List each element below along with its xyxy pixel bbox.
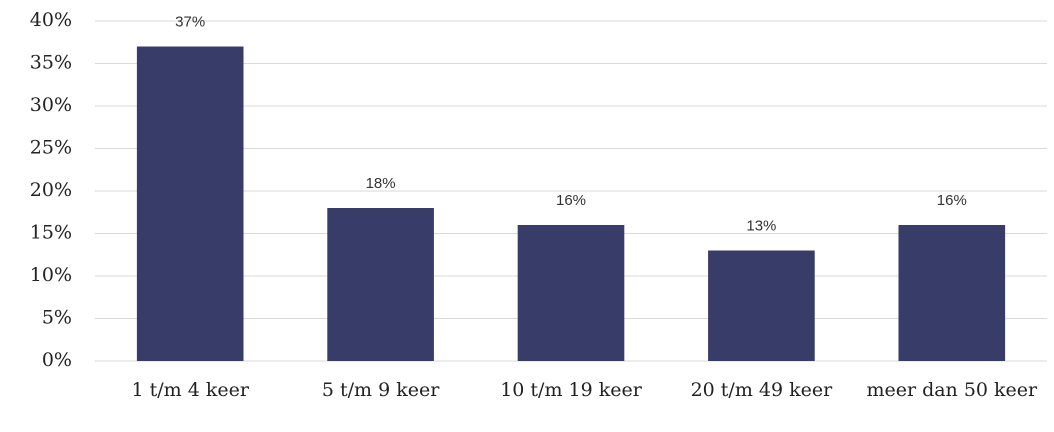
value-label: 37% <box>175 13 205 30</box>
bar <box>327 208 434 361</box>
bar <box>136 46 244 361</box>
x-tick-label: meer dan 50 keer <box>866 379 1038 401</box>
y-tick-label: 25% <box>30 137 72 159</box>
value-label: 16% <box>556 192 586 209</box>
x-tick-label: 20 t/m 49 keer <box>690 379 833 401</box>
y-tick-label: 10% <box>30 264 72 286</box>
bar <box>898 225 1006 361</box>
y-tick-label: 15% <box>30 222 72 244</box>
x-tick-label: 10 t/m 19 keer <box>500 379 642 401</box>
x-tick-label: 5 t/m 9 keer <box>321 379 440 401</box>
value-label: 18% <box>366 175 396 192</box>
x-tick-label: 1 t/m 4 keer <box>131 379 249 401</box>
y-tick-label: 20% <box>30 179 72 201</box>
y-tick-label: 30% <box>30 94 72 116</box>
y-tick-label: 40% <box>30 9 72 31</box>
y-tick-label: 0% <box>42 349 72 371</box>
bar <box>517 225 625 361</box>
y-tick-label: 35% <box>30 52 72 74</box>
bar <box>708 250 815 361</box>
value-label: 16% <box>937 192 967 209</box>
y-tick-label: 5% <box>42 307 72 329</box>
value-label: 13% <box>746 217 776 234</box>
